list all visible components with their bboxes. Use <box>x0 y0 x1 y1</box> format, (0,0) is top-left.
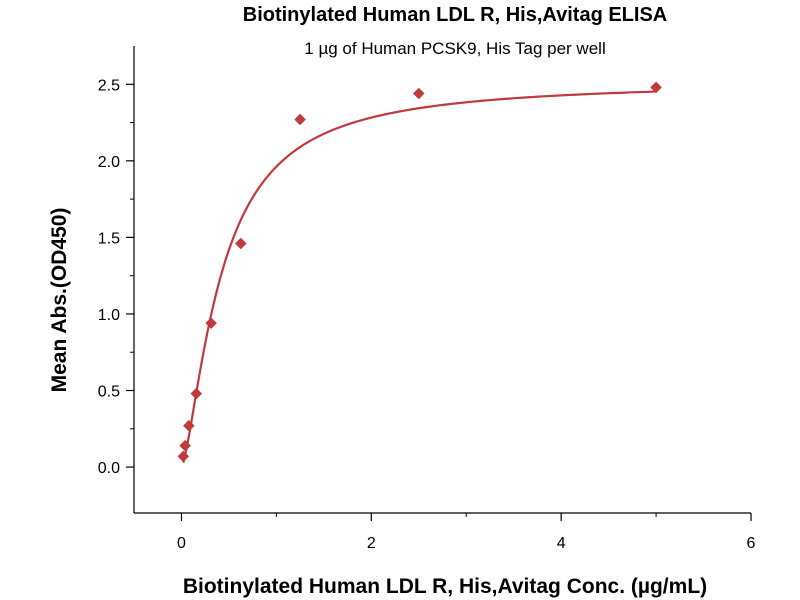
chart-subtitle: 1 µg of Human PCSK9, His Tag per well <box>304 39 605 58</box>
data-point-marker <box>183 419 195 432</box>
fit-curve-line <box>182 90 657 463</box>
x-tick-label: 6 <box>747 535 756 552</box>
x-axis-label: Biotinylated Human LDL R, His,Avitag Con… <box>183 575 707 598</box>
data-point-marker <box>190 387 203 400</box>
y-tick-label: 2.5 <box>98 77 120 94</box>
data-point-marker <box>294 113 306 126</box>
y-tick-label: 1.0 <box>98 307 120 324</box>
x-tick-label: 2 <box>367 535 376 552</box>
data-point-marker <box>205 317 217 329</box>
data-points <box>177 81 662 463</box>
data-point-marker <box>177 450 190 463</box>
y-tick-label: 2.0 <box>98 154 120 171</box>
data-point-marker <box>179 439 192 452</box>
data-point-marker <box>650 81 662 94</box>
axes: 0 2 4 6 0.0 0.5 1.0 1.5 2.0 2.5 <box>98 46 756 552</box>
y-tick-label: 0.0 <box>98 460 120 477</box>
x-tick-label: 4 <box>557 535 566 552</box>
y-axis-label: Mean Abs.(OD450) <box>48 208 71 393</box>
data-point-marker <box>412 87 425 100</box>
data-point-marker <box>234 237 247 250</box>
y-tick-label: 0.5 <box>98 384 120 401</box>
chart-title: Biotinylated Human LDL R, His,Avitag ELI… <box>243 4 668 26</box>
fit-curve-layer <box>182 90 657 463</box>
y-tick-label: 1.5 <box>98 230 120 247</box>
x-tick-label: 0 <box>177 535 186 552</box>
